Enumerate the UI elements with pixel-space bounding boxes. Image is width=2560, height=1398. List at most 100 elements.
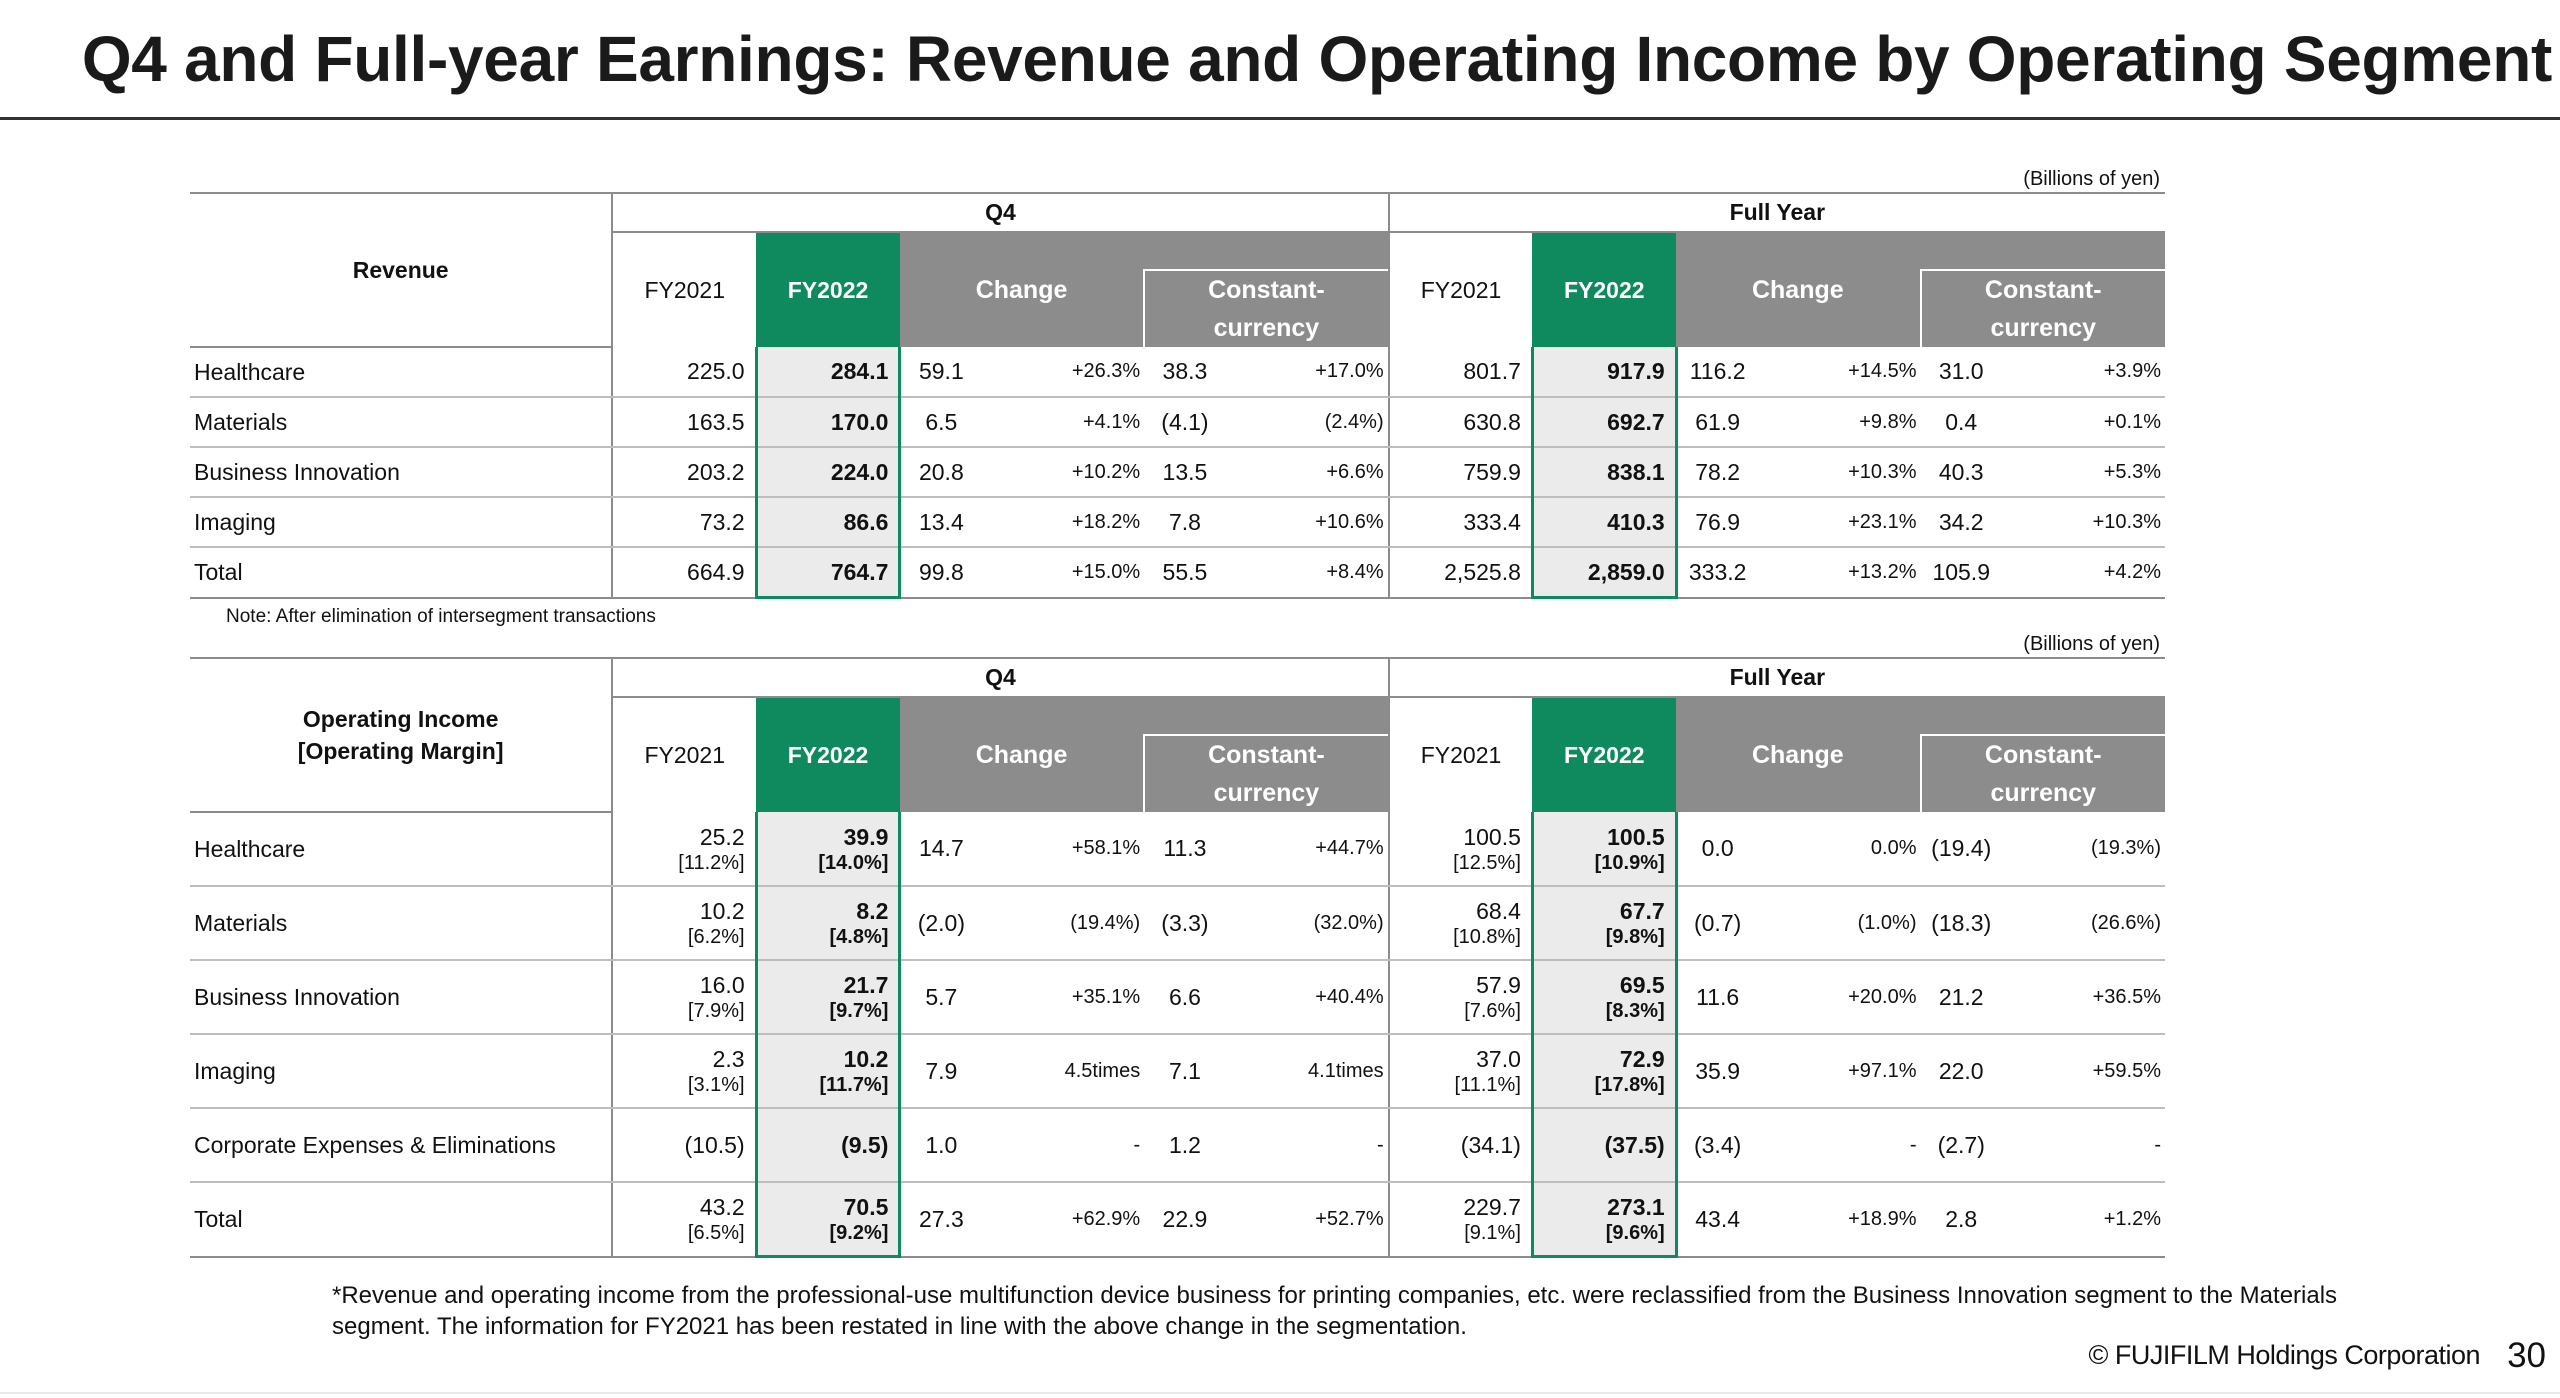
- q4-fy2021-value: (10.5): [684, 1132, 745, 1158]
- fy-change-value: 76.9: [1676, 497, 1758, 548]
- q4-constant-pct: +8.4%: [1225, 547, 1389, 599]
- q4-change-value: 20.8: [899, 447, 982, 498]
- fy-fy2022-value: 917.9: [1530, 347, 1678, 398]
- fy-fy2022-margin: [8.3%]: [1605, 1000, 1665, 1022]
- q4-change-pct: +15.0%: [981, 547, 1145, 599]
- fy-constant-pct: (26.6%): [2001, 886, 2165, 961]
- q4-change-value: 99.8: [899, 547, 982, 599]
- q4-constant-value: 55.5: [1144, 547, 1226, 599]
- col-constant-q4: Constant- currency: [1143, 269, 1389, 347]
- q4-fy2022: 10.2 [11.7%]: [754, 1034, 902, 1109]
- table-row: Imaging 2.3 [3.1%] 10.2 [11.7%] 7.9 4.5times 7.…: [190, 1034, 2165, 1109]
- q4-fy2022: 8.2 [4.8%]: [754, 886, 902, 961]
- col-fy2021-fy: FY2021: [1387, 697, 1533, 812]
- table-row: Healthcare 225.0 284.1 59.1 +26.3% 38.3 +17.0%…: [190, 347, 2165, 398]
- q4-fy2022-margin: [4.8%]: [829, 926, 889, 948]
- q4-change-value: 14.7: [899, 812, 982, 887]
- fy-change-value: (3.4): [1676, 1108, 1758, 1183]
- fy-fy2022-value: 67.7: [1619, 898, 1665, 924]
- fy-change-pct: +97.1%: [1757, 1034, 1921, 1109]
- table-row: Business Innovation 203.2 224.0 20.8 +10.2% 1…: [190, 447, 2165, 498]
- fy-fy2022-value: 72.9: [1619, 1046, 1665, 1072]
- fy-fy2021: 100.5 [12.5%]: [1387, 812, 1533, 887]
- q4-period-header: Q4: [611, 192, 1389, 233]
- fy-fy2021-value: (34.1): [1460, 1132, 1521, 1158]
- segment-label: Business Innovation: [190, 960, 613, 1035]
- q4-constant-pct: +17.0%: [1225, 347, 1389, 398]
- unit-label-revenue: (Billions of yen): [2023, 168, 2160, 190]
- q4-change-value: 59.1: [899, 347, 982, 398]
- q4-fy2022-value: 8.2: [856, 898, 889, 924]
- constant-currency-spacer: [1144, 232, 1389, 270]
- q4-fy2021-margin: [3.1%]: [687, 1074, 745, 1096]
- segment-label: Imaging: [190, 497, 613, 548]
- fy-fy2021-value: 37.0: [1476, 1046, 1521, 1072]
- fy-fy2021: 68.4 [10.8%]: [1387, 886, 1533, 961]
- fy-fy2021-value: 759.9: [1387, 447, 1533, 498]
- q4-fy2021-margin: [6.2%]: [687, 926, 745, 948]
- fy-constant-value: 2.8: [1920, 1182, 2002, 1258]
- q4-constant-pct: -: [1225, 1108, 1389, 1183]
- fy-constant-value: 21.2: [1920, 960, 2002, 1035]
- col-fy2021-q4: FY2021: [611, 232, 757, 347]
- q4-constant-value: 6.6: [1144, 960, 1226, 1035]
- fy-change-pct: +14.5%: [1757, 347, 1921, 398]
- q4-change-pct: +58.1%: [981, 812, 1145, 887]
- q4-change-value: 1.0: [899, 1108, 982, 1183]
- q4-constant-value: 38.3: [1144, 347, 1226, 398]
- fy-change-pct: +20.0%: [1757, 960, 1921, 1035]
- fy-fy2022-margin: [9.6%]: [1605, 1222, 1665, 1244]
- q4-fy2022-value: 21.7: [843, 972, 889, 998]
- q4-fy2022-margin: [9.7%]: [829, 1000, 889, 1022]
- q4-fy2021-value: 203.2: [611, 447, 757, 498]
- fy-fy2022: (37.5): [1530, 1108, 1678, 1183]
- fy-constant-pct: +0.1%: [2001, 397, 2165, 448]
- fy-change-value: 333.2: [1676, 547, 1758, 599]
- fy-fy2021-margin: [10.8%]: [1453, 926, 1521, 948]
- q4-constant-pct: +6.6%: [1225, 447, 1389, 498]
- fy-constant-value: 40.3: [1920, 447, 2002, 498]
- segment-label: Materials: [190, 886, 613, 961]
- q4-change-pct: (19.4%): [981, 886, 1145, 961]
- q4-fy2021-margin: [7.9%]: [687, 1000, 745, 1022]
- fy-fy2022: 67.7 [9.8%]: [1530, 886, 1678, 961]
- q4-change-pct: -: [981, 1108, 1145, 1183]
- fy-change-value: 116.2: [1676, 347, 1758, 398]
- fy-change-value: 0.0: [1676, 812, 1758, 887]
- fy-fy2022-value: 100.5: [1607, 823, 1665, 850]
- q4-change-pct: +26.3%: [981, 347, 1145, 398]
- fy-constant-pct: +1.2%: [2001, 1182, 2165, 1258]
- q4-fy2022-value: 224.0: [754, 447, 902, 498]
- page-title: Q4 and Full-year Earnings: Revenue and O…: [81, 23, 2552, 95]
- fy-fy2022-value: 273.1: [1607, 1194, 1665, 1220]
- q4-fy2022: 39.9 [14.0%]: [754, 812, 902, 887]
- col-change-fy: Change: [1676, 697, 1921, 812]
- fy-fy2022-value: 838.1: [1530, 447, 1678, 498]
- title-divider: [0, 117, 2560, 120]
- col-fy2021-q4: FY2021: [611, 697, 757, 812]
- revenue-header: Revenue: [190, 192, 613, 348]
- fy-fy2021-value: 333.4: [1387, 497, 1533, 548]
- full-year-period-header: Full Year: [1387, 657, 2165, 698]
- fy-constant-pct: +59.5%: [2001, 1034, 2165, 1109]
- q4-constant-pct: (32.0%): [1225, 886, 1389, 961]
- q4-fy2021-value: 664.9: [611, 547, 757, 599]
- q4-constant-pct: (2.4%): [1225, 397, 1389, 448]
- q4-constant-pct: +44.7%: [1225, 812, 1389, 887]
- table-row: Imaging 73.2 86.6 13.4 +18.2% 7.8 +10.6% 333.4 4…: [190, 497, 2165, 548]
- segment-label: Imaging: [190, 1034, 613, 1109]
- fy-change-pct: (1.0%): [1757, 886, 1921, 961]
- fy-fy2021-value: 2,525.8: [1387, 547, 1533, 599]
- q4-constant-value: 1.2: [1144, 1108, 1226, 1183]
- copyright: © FUJIFILM Holdings Corporation: [2088, 1340, 2480, 1370]
- table-row: Materials 10.2 [6.2%] 8.2 [4.8%] (2.0) (19.4%)…: [190, 886, 2165, 961]
- q4-fy2022-value: 86.6: [754, 497, 902, 548]
- fy-constant-pct: +5.3%: [2001, 447, 2165, 498]
- fy-constant-value: 34.2: [1920, 497, 2002, 548]
- q4-constant-pct: 4.1times: [1225, 1034, 1389, 1109]
- q4-constant-pct: +52.7%: [1225, 1182, 1389, 1258]
- q4-period-header: Q4: [611, 657, 1389, 698]
- page-number: 30: [2507, 1336, 2546, 1375]
- q4-fy2021-value: 25.2: [699, 823, 745, 850]
- segment-label: Total: [190, 1182, 613, 1258]
